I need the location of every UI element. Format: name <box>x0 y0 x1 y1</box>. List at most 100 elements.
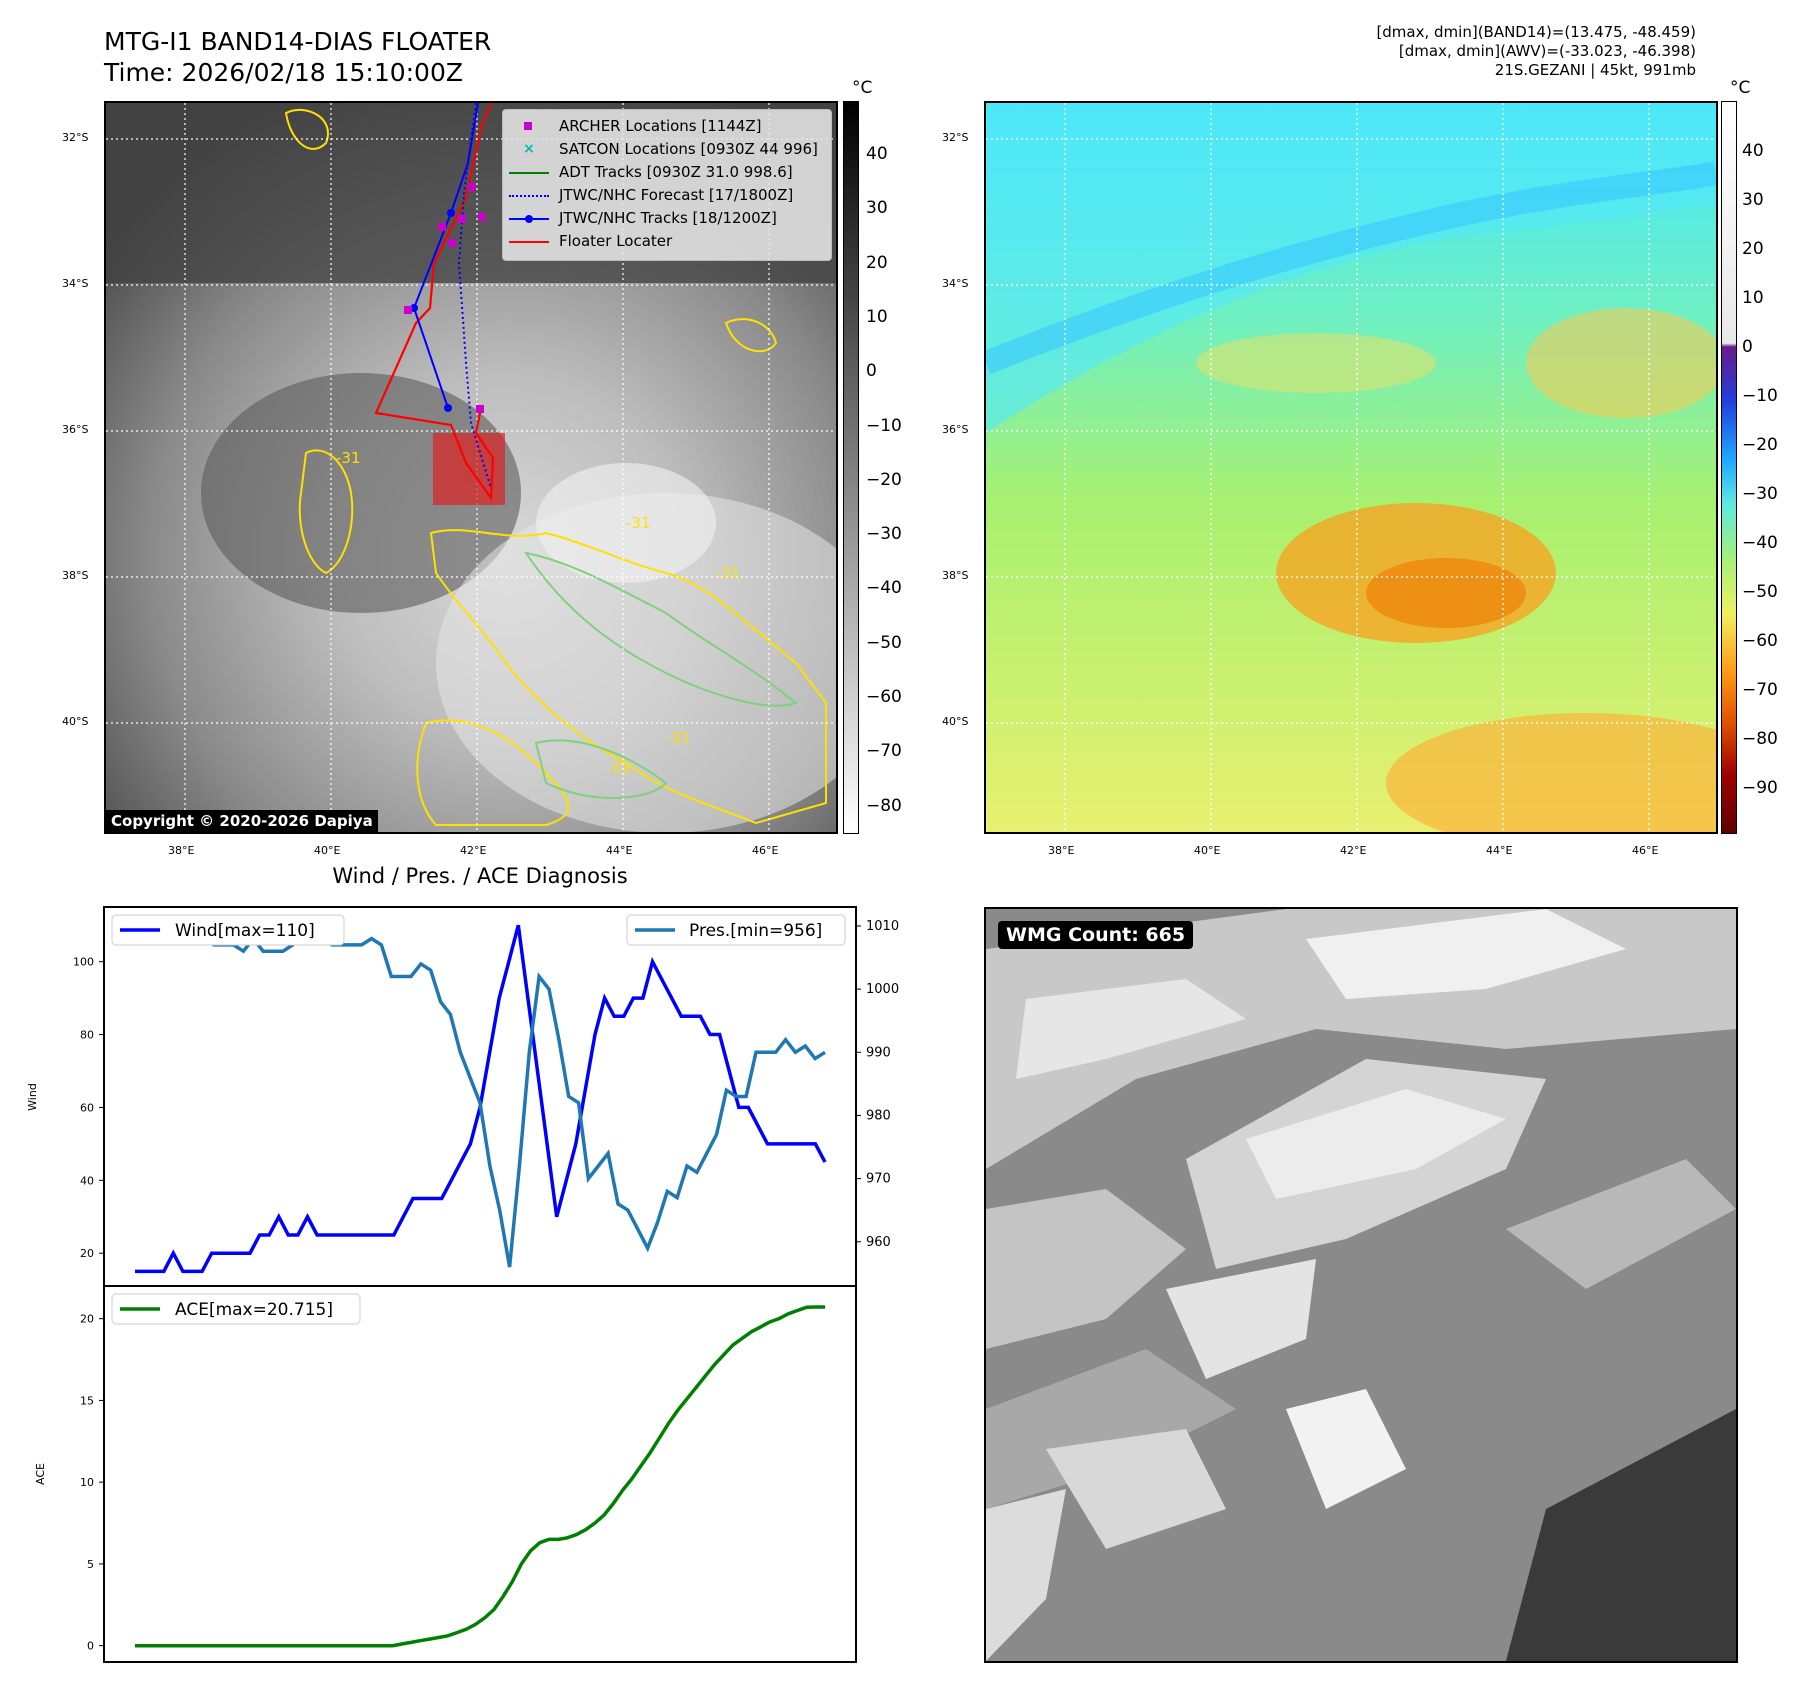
lon-label: 38°E <box>1048 844 1075 857</box>
lat-label: 40°S <box>942 715 969 728</box>
figure-title: MTG-I1 BAND14-DIAS FLOATER Time: 2026/02… <box>104 26 491 88</box>
band14-colorbar-tick: −70 <box>866 741 902 762</box>
lat-label: 34°S <box>62 277 89 290</box>
legend-floater: Floater Locater <box>509 229 825 252</box>
ace-tick-label: 20 <box>80 1313 94 1326</box>
wind-tick-label: 100 <box>73 956 94 969</box>
band14-colorbar-tick: 0 <box>866 361 877 382</box>
ace-frame <box>103 1285 857 1663</box>
legend-satcon: × SATCON Locations [0930Z 44 996] <box>523 139 818 158</box>
lon-label: 44°E <box>1486 844 1513 857</box>
wind-tick-label: 60 <box>80 1101 94 1114</box>
legend-adt: ADT Tracks [0930Z 31.0 998.6] <box>509 160 825 183</box>
awv-colorbar <box>1721 101 1737 834</box>
ace-series-line <box>135 1305 825 1648</box>
contour-label-1: -31 <box>336 449 361 467</box>
band14-colorbar-tick: −30 <box>866 524 902 545</box>
wind-axis-label: Wind <box>26 1083 39 1111</box>
lat-label: 36°S <box>62 423 89 436</box>
awv-colorbar-tick: −70 <box>1742 680 1778 700</box>
storm-info: 21S.GEZANI | 45kt, 991mb <box>1494 61 1696 79</box>
band14-colorbar-tick: −20 <box>866 469 902 490</box>
awv-colorbar-tick: −10 <box>1742 386 1778 406</box>
lon-label: 40°E <box>1194 844 1221 857</box>
lon-label: 46°E <box>1632 844 1659 857</box>
contour-label-3: -31 <box>716 564 741 582</box>
contour-label-4: -31 <box>666 729 691 747</box>
awv-colorbar-tick: −50 <box>1742 582 1778 602</box>
contour-label-5: -31 <box>606 759 631 777</box>
lat-label: 34°S <box>942 277 969 290</box>
ace-tick-label: 10 <box>80 1476 94 1489</box>
band14-colorbar-tick: −60 <box>866 687 902 707</box>
lon-label: 42°E <box>460 844 487 857</box>
awv-colorbar-tick: −40 <box>1742 533 1778 553</box>
pressure-tick-label: 970 <box>866 1172 891 1187</box>
awv-colorbar-tick: 0 <box>1742 337 1753 357</box>
lon-label: 42°E <box>1340 844 1367 857</box>
lat-label: 32°S <box>62 131 89 144</box>
awv-colorbar-tick: 10 <box>1742 288 1764 308</box>
band14-colorbar-unit: °C <box>852 78 873 98</box>
pressure-tick-label: 980 <box>866 1108 891 1123</box>
ace-legend-box <box>111 1293 361 1325</box>
wind-tick-label: 40 <box>80 1174 94 1187</box>
band14-map-panel: -31 -31 -31 -31 -31 <box>104 101 838 834</box>
band14-colorbar-tick: −40 <box>866 578 902 599</box>
legend-jtwc-forecast: JTWC/NHC Forecast [17/1800Z] <box>509 183 825 206</box>
contour-label-2: -31 <box>626 514 651 532</box>
ace-axis-label: ACE <box>34 1463 47 1485</box>
awv-colorbar-tick: −30 <box>1742 484 1778 504</box>
awv-grid <box>986 103 1716 832</box>
awv-colorbar-tick: −90 <box>1742 778 1778 798</box>
band14-range: [dmax, dmin](BAND14)=(13.475, -48.459) <box>1376 23 1696 41</box>
wind-legend-label: Wind[max=110] <box>175 921 315 941</box>
awv-colorbar-tick: −80 <box>1742 729 1778 749</box>
lat-label: 32°S <box>942 131 969 144</box>
lat-label: 40°S <box>62 715 89 728</box>
band14-colorbar-tick: −50 <box>866 632 902 653</box>
copyright-badge: Copyright © 2020-2026 Dapiya <box>106 810 378 832</box>
pressure-tick-label: 1000 <box>866 982 899 997</box>
lon-label: 38°E <box>168 844 195 857</box>
awv-colorbar-tick: 30 <box>1742 190 1764 210</box>
lon-label: 46°E <box>752 844 779 857</box>
awv-colorbar-tick: −20 <box>1742 435 1778 455</box>
awv-colorbar-tick: 20 <box>1742 239 1764 259</box>
floater-locater-line <box>374 103 495 502</box>
ace-tick-label: 15 <box>80 1394 94 1407</box>
lat-label: 38°S <box>942 569 969 582</box>
pressure-legend-box <box>626 914 846 946</box>
title-product: MTG-I1 BAND14-DIAS FLOATER <box>104 27 492 56</box>
legend-archer: ARCHER Locations [1144Z] <box>509 114 825 137</box>
lon-label: 44°E <box>606 844 633 857</box>
lat-label: 38°S <box>62 569 89 582</box>
band14-colorbar-tick: −80 <box>866 795 902 816</box>
band14-colorbar-tick: 30 <box>866 198 888 219</box>
band14-colorbar-tick: 20 <box>866 252 888 273</box>
diagnosis-title: Wind / Pres. / ACE Diagnosis <box>332 864 628 888</box>
jtwc-forecast-line <box>457 103 492 489</box>
title-time: Time: 2026/02/18 15:10:00Z <box>104 58 463 87</box>
awv-map-panel <box>984 101 1718 834</box>
wmg-imagery <box>986 909 1736 1661</box>
band14-colorbar <box>843 101 859 834</box>
wmg-count-badge: WMG Count: 665 <box>998 921 1194 949</box>
ace-tick-label: 5 <box>87 1558 94 1571</box>
wind-tick-label: 80 <box>80 1029 94 1042</box>
map-legend: ARCHER Locations [1144Z] × SATCON Locati… <box>502 109 832 261</box>
pressure-legend-label: Pres.[min=956] <box>689 921 822 941</box>
pressure-series-line <box>134 917 826 1268</box>
pressure-tick-label: 1010 <box>866 919 899 934</box>
lat-label: 36°S <box>942 423 969 436</box>
lon-label: 40°E <box>314 844 341 857</box>
band14-colorbar-tick: −10 <box>866 415 902 436</box>
ace-tick-label: 0 <box>87 1640 94 1653</box>
stats-header: [dmax, dmin](BAND14)=(13.475, -48.459) [… <box>1376 23 1696 80</box>
awv-colorbar-tick: 40 <box>1742 141 1764 161</box>
awv-colorbar-unit: °C <box>1730 78 1751 98</box>
awv-range: [dmax, dmin](AWV)=(-33.023, -46.398) <box>1398 42 1696 60</box>
pressure-tick-label: 960 <box>866 1235 891 1250</box>
diagnosis-chart: 100 80 60 40 20 1010 1000 990 980 970 960 20 15 10 5 0 W… <box>26 906 899 1663</box>
awv-colorbar-tick: −60 <box>1742 631 1778 651</box>
